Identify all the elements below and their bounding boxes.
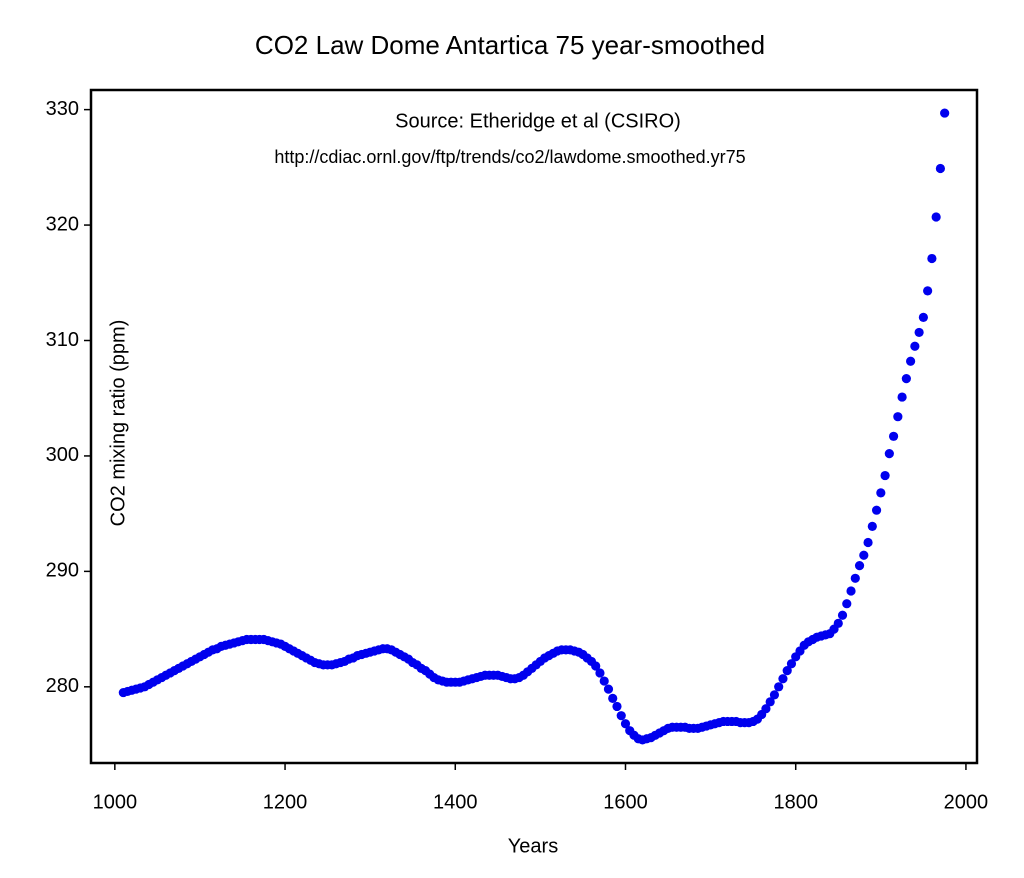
data-point — [761, 704, 771, 714]
annotation: http://cdiac.ornl.gov/ftp/trends/co2/law… — [274, 147, 745, 167]
data-point — [616, 711, 626, 721]
data-point — [876, 488, 886, 498]
data-point — [837, 610, 848, 620]
x-tick-label: 2000 — [944, 791, 989, 813]
data-point — [591, 661, 601, 671]
y-tick-label: 280 — [46, 675, 79, 697]
y-axis-label: CO2 mixing ratio (ppm) — [107, 320, 129, 527]
data-point — [923, 286, 933, 296]
data-point — [782, 666, 792, 676]
data-point — [888, 431, 899, 441]
data-point — [833, 618, 843, 628]
data-point — [871, 505, 882, 515]
data-point — [863, 537, 873, 548]
data-point — [608, 693, 618, 703]
data-point — [935, 163, 946, 174]
y-tick-label: 330 — [46, 98, 79, 120]
x-tick-label: 1600 — [603, 791, 648, 813]
data-point — [880, 470, 890, 481]
plot-frame — [89, 88, 979, 765]
x-tick-label: 1400 — [433, 791, 478, 813]
x-tick-label: 1800 — [773, 791, 818, 813]
chart-title: CO2 Law Dome Antartica 75 year-smoothed — [255, 30, 765, 60]
y-tick-label: 290 — [46, 560, 79, 582]
data-point — [914, 327, 924, 338]
data-point — [620, 719, 631, 729]
data-point — [854, 561, 865, 571]
data-point — [931, 212, 941, 222]
data-point — [778, 674, 788, 684]
data-point — [842, 599, 852, 609]
data-point — [595, 668, 605, 678]
data-point — [765, 697, 775, 707]
x-tick-label: 1200 — [263, 791, 308, 813]
data-point — [612, 701, 622, 712]
y-tick-label: 310 — [46, 329, 79, 351]
data-point — [786, 659, 797, 669]
data-point — [769, 690, 780, 700]
data-point — [859, 550, 869, 560]
y-tick-label: 320 — [46, 213, 79, 235]
data-point — [901, 373, 911, 384]
x-tick-label: 1000 — [93, 791, 138, 813]
annotation: Source: Etheridge et al (CSIRO) — [395, 110, 681, 132]
y-tick-label: 300 — [46, 444, 79, 466]
data-point — [927, 253, 937, 264]
data-point — [603, 684, 614, 694]
data-point — [893, 412, 903, 422]
data-point — [918, 312, 928, 323]
data-point — [910, 341, 920, 351]
data-point — [940, 108, 950, 118]
data-point — [884, 449, 894, 459]
data-point — [774, 682, 784, 692]
data-point — [846, 586, 856, 596]
data-point — [599, 676, 609, 686]
data-point — [906, 356, 916, 366]
data-point — [897, 392, 907, 402]
data-point — [867, 521, 877, 531]
data-point — [850, 573, 860, 583]
x-axis-label: Years — [508, 835, 558, 857]
